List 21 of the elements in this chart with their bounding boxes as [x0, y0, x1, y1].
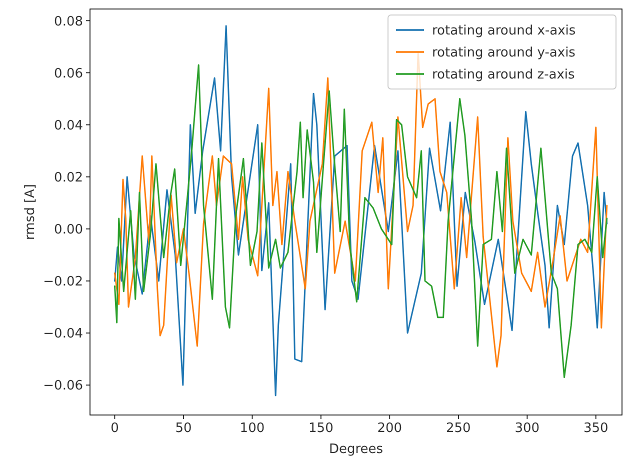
y-axis-title: rmsd [A] — [23, 184, 38, 240]
x-tick-label: 100 — [240, 421, 265, 436]
x-tick-label: 350 — [583, 421, 608, 436]
y-tick-label: 0.00 — [54, 222, 83, 238]
legend-label: rotating around y-axis — [432, 46, 576, 61]
x-tick-label: 300 — [514, 421, 540, 436]
x-tick-label: 150 — [308, 421, 334, 436]
x-tick-label: 0 — [110, 421, 119, 436]
x-tick-label: 250 — [446, 421, 471, 436]
y-tick-label: −0.04 — [43, 326, 83, 342]
y-tick-label: −0.02 — [43, 274, 83, 290]
y-tick-label: 0.04 — [54, 118, 83, 134]
x-tick-label: 50 — [175, 421, 192, 436]
x-tick-label: 200 — [377, 421, 402, 436]
y-tick-label: 0.06 — [54, 66, 83, 82]
y-tick-label: 0.08 — [54, 14, 83, 30]
y-tick-label: −0.06 — [43, 378, 83, 394]
legend-label: rotating around z-axis — [432, 68, 576, 83]
y-tick-label: 0.02 — [54, 170, 83, 186]
x-axis-title: Degrees — [328, 442, 384, 457]
legend-label: rotating around x-axis — [432, 24, 576, 39]
